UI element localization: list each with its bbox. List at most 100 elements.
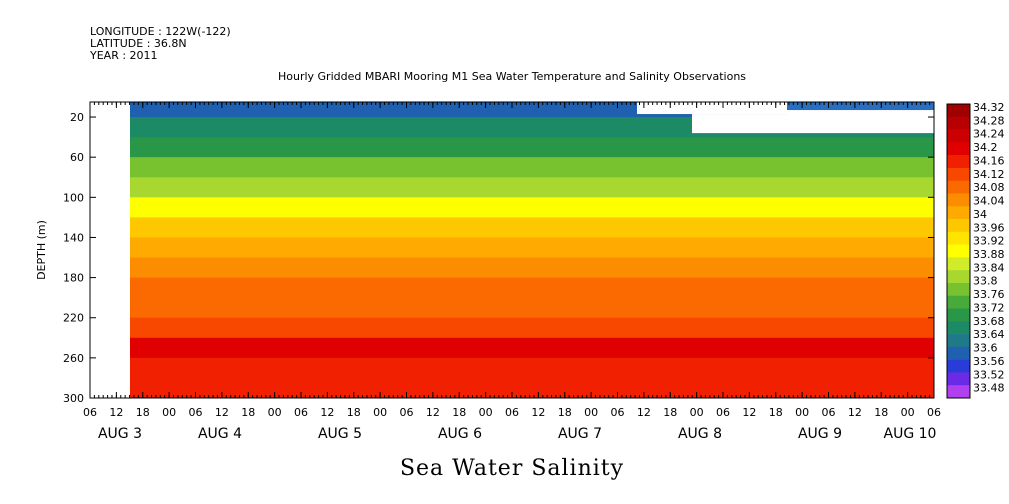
colorbar-label: 34.08 [973, 181, 1005, 194]
x-tick-label: 12 [531, 406, 545, 419]
colorbar-frame [946, 103, 971, 399]
colorbar-label: 34.16 [973, 154, 1005, 167]
colorbar-label: 34.12 [973, 168, 1005, 181]
colorbar-label: 33.64 [973, 328, 1005, 341]
colorbar-label: 34.2 [973, 141, 998, 154]
colorbar-swatch [947, 257, 970, 271]
missing-data-region [787, 110, 934, 134]
longitude-label: LONGITUDE : 122W(-122) [90, 25, 231, 38]
x-tick-label: 12 [848, 406, 862, 419]
x-tick-label: 00 [690, 406, 704, 419]
x-day-label: AUG 5 [318, 426, 362, 442]
y-axis-label: DEPTH (m) [35, 220, 48, 280]
x-tick-label: 00 [373, 406, 387, 419]
colorbar-label: 33.72 [973, 301, 1005, 314]
x-tick-label: 18 [241, 406, 255, 419]
colorbar-swatch [947, 206, 970, 220]
colorbar-label: 34.04 [973, 195, 1005, 208]
colorbar-label: 33.68 [973, 315, 1005, 328]
colorbar-swatch [947, 295, 970, 309]
x-tick-label: 18 [874, 406, 888, 419]
y-tick-label: 180 [63, 272, 84, 285]
colorbar-swatch [947, 231, 970, 245]
colorbar-swatch [947, 359, 970, 373]
x-tick-label: 06 [505, 406, 519, 419]
x-tick-label: 12 [109, 406, 123, 419]
colorbar-swatch [947, 155, 970, 169]
colorbar-label: 33.92 [973, 235, 1005, 248]
y-tick-label: 60 [70, 151, 84, 164]
surface-band [787, 102, 934, 111]
x-tick-label: 00 [479, 406, 493, 419]
missing-data-region [637, 102, 787, 115]
salinity-band [130, 217, 934, 238]
salinity-band [130, 357, 934, 379]
y-tick-label: 100 [63, 191, 84, 204]
colorbar-label: 33.88 [973, 248, 1005, 261]
colorbar-label: 33.48 [973, 382, 1005, 395]
x-day-label: AUG 4 [198, 426, 242, 442]
colorbar-swatch [947, 116, 970, 130]
colorbar-label: 33.56 [973, 355, 1005, 368]
x-day-label: AUG 6 [438, 426, 482, 442]
colorbar: 34.3234.2834.2434.234.1634.1234.0834.043… [946, 101, 1005, 399]
x-tick-label: 06 [83, 406, 97, 419]
colorbar-swatch [947, 180, 970, 194]
salinity-band [130, 297, 934, 319]
x-tick-label: 12 [320, 406, 334, 419]
missing-data-region [692, 114, 787, 134]
y-axis: 20 60 100 140 180 220 260 300 [63, 111, 934, 405]
x-axis: 06 12 18 00 06 12 18 00 06 12 18 00 06 12 18 00 06 12 18 00… [83, 102, 941, 442]
x-tick-label: 06 [294, 406, 308, 419]
x-tick-label: 18 [663, 406, 677, 419]
colorbar-label: 34.28 [973, 114, 1005, 127]
colorbar-label: 33.84 [973, 261, 1005, 274]
x-tick-label: 06 [927, 406, 941, 419]
x-tick-label: 06 [400, 406, 414, 419]
salinity-band [130, 177, 934, 198]
x-tick-label: 12 [742, 406, 756, 419]
colorbar-swatch [947, 385, 970, 399]
colorbar-swatch [947, 270, 970, 284]
x-tick-label: 18 [558, 406, 572, 419]
x-day-label: AUG 10 [884, 426, 937, 442]
x-tick-label: 06 [822, 406, 836, 419]
colorbar-swatch [947, 129, 970, 143]
colorbar-swatch [947, 104, 970, 118]
chart-title: Hourly Gridded MBARI Mooring M1 Sea Wate… [278, 70, 746, 83]
x-tick-label: 00 [584, 406, 598, 419]
colorbar-swatch [947, 193, 970, 207]
year-label: YEAR : 2011 [89, 49, 158, 62]
salinity-band [130, 337, 934, 359]
x-tick-label: 12 [637, 406, 651, 419]
y-tick-label: 140 [63, 231, 84, 244]
x-tick-label: 00 [901, 406, 915, 419]
x-tick-label: 06 [611, 406, 625, 419]
x-day-label: AUG 8 [678, 426, 722, 442]
colorbar-swatch [947, 372, 970, 386]
colorbar-swatch [947, 167, 970, 181]
salinity-field [89, 101, 935, 399]
salinity-band [130, 237, 934, 259]
colorbar-swatch [947, 346, 970, 360]
colorbar-label: 33.6 [973, 342, 998, 355]
colorbar-label: 33.8 [973, 275, 998, 288]
latitude-label: LATITUDE : 36.8N [90, 37, 187, 50]
x-tick-label: 00 [162, 406, 176, 419]
colorbar-swatch [947, 321, 970, 335]
y-tick-label: 260 [63, 352, 84, 365]
x-day-label: AUG 9 [798, 426, 842, 442]
salinity-band [130, 197, 934, 218]
colorbar-label: 34 [973, 208, 987, 221]
colorbar-swatch [947, 334, 970, 348]
salinity-band [130, 257, 934, 279]
salinity-band [130, 377, 934, 399]
x-axis-label: Sea Water Salinity [400, 456, 624, 481]
x-day-label: AUG 7 [558, 426, 602, 442]
salinity-band [130, 277, 934, 299]
x-tick-label: 18 [136, 406, 150, 419]
x-tick-label: 18 [452, 406, 466, 419]
x-tick-label: 18 [769, 406, 783, 419]
colorbar-swatch [947, 282, 970, 297]
